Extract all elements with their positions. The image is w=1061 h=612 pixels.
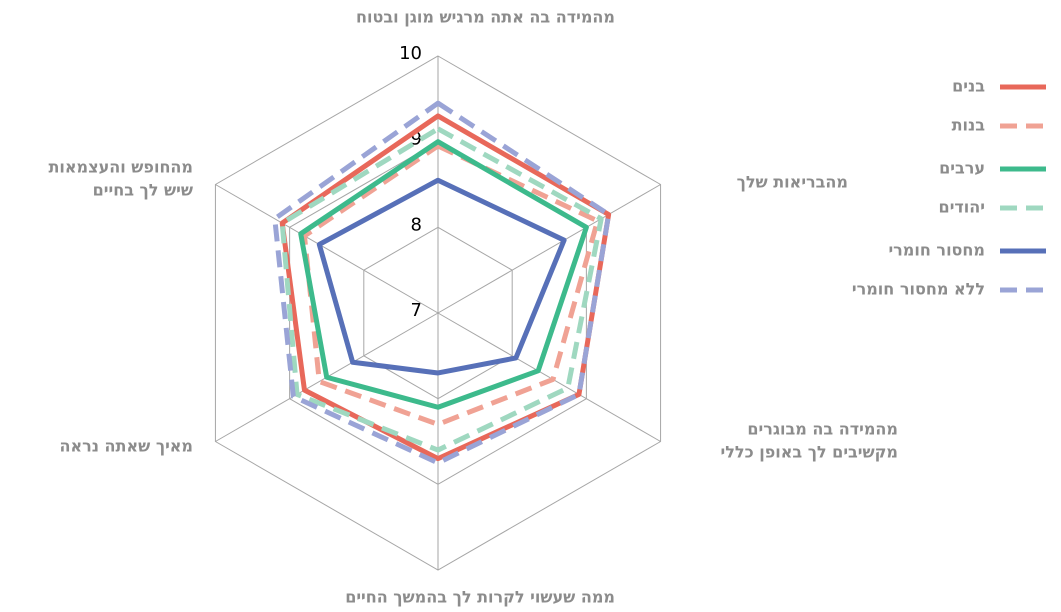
legend-label: יהודים xyxy=(939,198,985,217)
r-tick-label: 8 xyxy=(411,214,422,235)
legend-label: בנים xyxy=(952,77,985,96)
category-label: מהחופש והעצמאות xyxy=(48,158,193,177)
legend-label: בנות xyxy=(952,116,986,135)
category-label: מאיך שאתה נראה xyxy=(59,437,193,456)
legend-label: ללא מחסור חומרי xyxy=(852,280,985,299)
series-line xyxy=(316,177,567,376)
spoke xyxy=(437,184,661,314)
r-tick-label: 7 xyxy=(411,300,422,321)
category-label: ממה שעשוי לקרות לך בהמשך החיים xyxy=(345,588,615,607)
spoke xyxy=(215,184,439,314)
series-line xyxy=(279,113,612,462)
series-line xyxy=(272,100,612,466)
r-tick-label: 10 xyxy=(399,43,422,64)
series-line xyxy=(301,143,601,427)
category-label: מהבריאות שלך xyxy=(737,173,848,192)
category-label: שיש לך בחיים xyxy=(93,181,193,200)
series-line xyxy=(298,139,589,410)
legend-label: מחסור חומרי xyxy=(888,241,985,260)
category-label: מקשיבים לך באופן כללי xyxy=(721,443,899,462)
category-label: מהמידה בה אתה מרגיש מוגן ובטוח xyxy=(356,8,615,27)
r-tick-label: 9 xyxy=(411,129,422,150)
legend-label: ערבים xyxy=(939,159,985,178)
spoke xyxy=(437,312,661,442)
series-line xyxy=(279,126,604,453)
category-label: מהמידה בה מבוגרים xyxy=(747,420,898,439)
